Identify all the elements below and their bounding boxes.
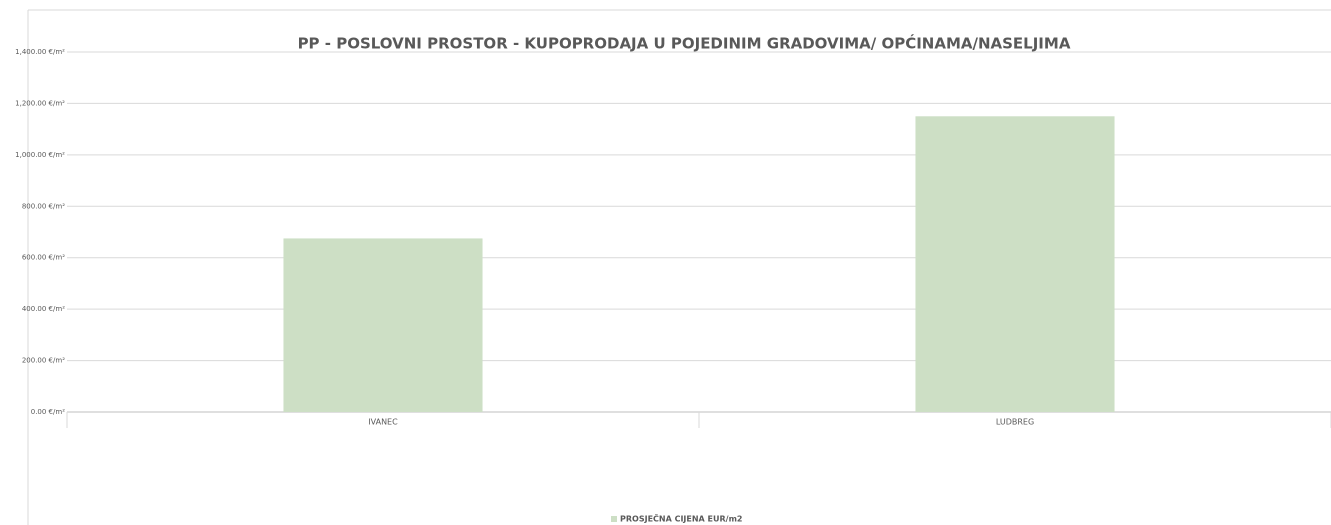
- y-tick-label: 800.00 €/m²: [22, 202, 65, 210]
- y-tick-label: 0.00 €/m²: [31, 408, 65, 416]
- y-tick-label: 200.00 €/m²: [22, 357, 65, 365]
- bar: [915, 116, 1115, 413]
- y-tick-label: 400.00 €/m²: [22, 305, 65, 313]
- legend-label: PROSJEČNA CIJENA EUR/m2: [620, 513, 742, 524]
- x-tick-label: LUDBREG: [996, 418, 1034, 427]
- chart-title: PP - POSLOVNI PROSTOR - KUPOPRODAJA U PO…: [298, 34, 1071, 53]
- bar: [283, 238, 483, 412]
- y-tick-label: 1,200.00 €/m²: [15, 99, 65, 107]
- y-tick-label: 1,000.00 €/m²: [15, 151, 65, 159]
- legend-swatch: [611, 516, 617, 522]
- y-tick-label: 1,400.00 €/m²: [15, 48, 65, 56]
- x-tick-label: IVANEC: [368, 418, 398, 427]
- y-tick-label: 600.00 €/m²: [22, 254, 65, 262]
